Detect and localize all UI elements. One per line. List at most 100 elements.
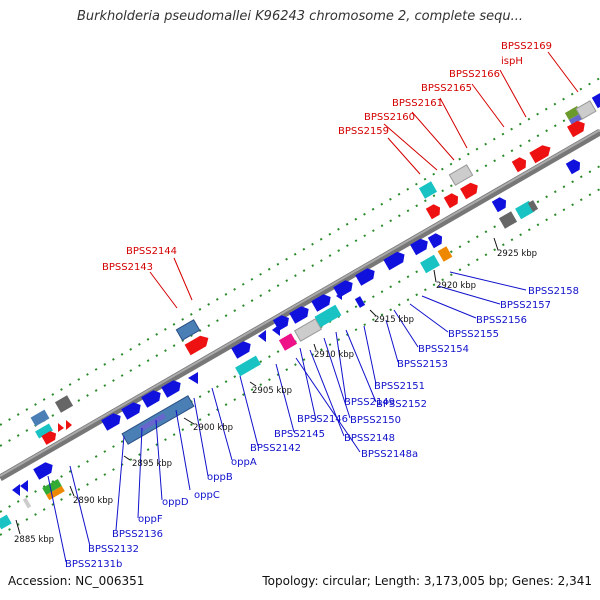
gene-label[interactable]: oppF (138, 514, 163, 525)
gene-small-1 (12, 484, 20, 496)
gene-label[interactable]: oppB (207, 472, 233, 483)
gene-label[interactable]: BPSS2148a (361, 449, 418, 460)
gene-label[interactable]: BPSS2160 (364, 112, 415, 123)
gene-bpss2154[interactable] (354, 296, 366, 308)
genes-upper (30, 100, 597, 445)
tick-label-2920: 2920 kbp (436, 281, 476, 291)
gene-label[interactable]: oppC (194, 490, 220, 501)
gene-bpss2158[interactable] (437, 246, 453, 262)
gene-bpss2152[interactable] (333, 278, 355, 298)
gene-left-b[interactable] (30, 409, 50, 427)
tick-label-2925: 2925 kbp (497, 249, 537, 259)
gene-label[interactable]: BPSS2145 (274, 429, 325, 440)
gene-bpss2156[interactable] (410, 236, 431, 256)
tick-label-2915: 2915 kbp (374, 315, 414, 325)
gene-small-3 (188, 372, 198, 384)
gene-bpss2151[interactable] (311, 292, 333, 312)
genes-lower (0, 91, 600, 530)
gene-oppa[interactable] (121, 395, 195, 445)
gene-left-c[interactable] (35, 423, 53, 439)
map-title: Burkholderia pseudomallei K96243 chromos… (76, 9, 524, 24)
gene-label[interactable]: BPSS2132 (88, 544, 139, 555)
topology-text: Topology: circular; Length: 3,173,005 bp… (262, 574, 592, 588)
gene-bpss2144[interactable] (175, 319, 201, 341)
gene-small-2 (20, 480, 28, 492)
gene-label[interactable]: BPSS2143 (102, 262, 153, 273)
tick-label-2895: 2895 kbp (132, 459, 172, 469)
gene-bpss2150[interactable] (314, 304, 342, 328)
gene-bpss2132[interactable] (22, 497, 32, 509)
gene-label[interactable]: oppD (162, 497, 189, 508)
gene-bpss2157[interactable] (420, 254, 440, 274)
gene-label[interactable]: BPSS2154 (418, 344, 469, 355)
gene-label[interactable]: BPSS2153 (397, 359, 448, 370)
gene-small-row (272, 292, 342, 336)
tick-label-2885: 2885 kbp (14, 535, 54, 545)
gene-bpss2161b[interactable] (448, 164, 474, 186)
gene-label[interactable]: BPSS2166 (449, 69, 500, 80)
gene-bpss2166[interactable] (511, 155, 529, 173)
gene-label[interactable]: ispH (501, 56, 523, 67)
gene-label[interactable]: BPSS2136 (112, 529, 163, 540)
accession-text: Accession: NC_006351 (8, 574, 145, 588)
gene-oppd[interactable] (121, 400, 143, 420)
gene-bpss2142[interactable] (231, 339, 253, 359)
gene-bpss2155[interactable] (383, 249, 407, 271)
chromosome-backbone (0, 128, 600, 482)
gene-label[interactable]: BPSS2151 (374, 381, 425, 392)
gene-label[interactable]: BPSS2161 (392, 98, 443, 109)
tick-label-2890: 2890 kbp (73, 496, 113, 506)
gene-label[interactable]: BPSS2149 (344, 397, 395, 408)
gene-bpss2159[interactable] (418, 181, 438, 199)
gene-right-e[interactable] (565, 157, 583, 175)
gene-bpss2136[interactable] (42, 479, 65, 501)
tick-label-2910: 2910 kbp (314, 350, 354, 360)
gene-label[interactable]: BPSS2155 (448, 329, 499, 340)
gene-oppb[interactable] (161, 378, 183, 398)
gene-label[interactable]: BPSS2142 (250, 443, 301, 454)
gene-bpss2131b[interactable] (0, 514, 12, 530)
gene-right-f[interactable] (591, 91, 600, 109)
gene-bpss2153[interactable] (355, 266, 377, 286)
gene-bpss2165[interactable] (460, 180, 481, 200)
gene-bpss2161[interactable] (443, 191, 461, 209)
gene-bpss2169b[interactable] (567, 118, 588, 138)
gene-bpss2160[interactable] (425, 202, 443, 220)
gene-label[interactable]: BPSS2159 (338, 126, 389, 137)
gene-bpss2145[interactable] (235, 355, 261, 377)
gene-label[interactable]: BPSS2152 (376, 399, 427, 410)
gene-label[interactable]: BPSS2131b (65, 559, 122, 570)
gene-left-a[interactable] (54, 395, 74, 413)
gene-left-d[interactable] (41, 429, 58, 445)
gene-right-a[interactable] (491, 195, 509, 213)
gene-oppf[interactable] (101, 411, 123, 431)
gene-label[interactable]: BPSS2169 (501, 41, 552, 52)
gene-label[interactable]: BPSS2146 (297, 414, 348, 425)
gene-right-b[interactable] (498, 211, 518, 229)
gene-bpss2148[interactable] (278, 333, 298, 351)
gene-label[interactable]: BPSS2165 (421, 83, 472, 94)
gene-label[interactable]: BPSS2156 (476, 315, 527, 326)
gene-label[interactable]: BPSS2157 (500, 300, 551, 311)
gene-oppc[interactable] (141, 388, 163, 408)
gene-label[interactable]: BPSS2150 (350, 415, 401, 426)
gene-bpss2166b[interactable] (529, 142, 553, 164)
gene-bpss2149[interactable] (293, 318, 323, 342)
gene-bpss2169[interactable] (575, 100, 597, 120)
tick-label-2905: 2905 kbp (252, 386, 292, 396)
gene-right-d[interactable] (527, 200, 539, 212)
gene-bpss2158b[interactable] (427, 231, 445, 249)
gene-small-4 (258, 330, 266, 342)
gene-label[interactable]: BPSS2158 (528, 286, 579, 297)
gene-labels-upper: BPSS2169 ispH BPSS2166 BPSS2165 BPSS2161… (102, 41, 552, 273)
gene-label[interactable]: BPSS2148 (344, 433, 395, 444)
gene-left-f (66, 420, 72, 430)
leader-lines (15, 51, 579, 563)
gene-bpss2132b[interactable] (33, 460, 55, 480)
gene-label[interactable]: BPSS2144 (126, 246, 177, 257)
gene-bpss2148a[interactable] (289, 304, 311, 324)
gene-label[interactable]: oppA (231, 457, 257, 468)
gene-labels-lower: BPSS2158 BPSS2157 BPSS2156 BPSS2155 BPSS… (65, 286, 579, 570)
gene-bpss2143[interactable] (184, 333, 212, 356)
